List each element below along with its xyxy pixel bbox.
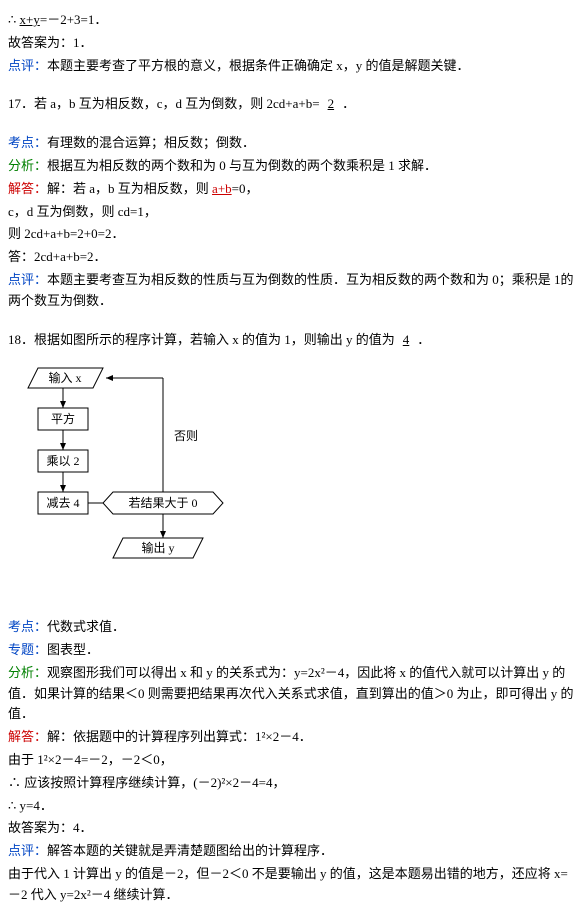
fc-square: 平方 <box>51 411 75 426</box>
line-eq: ∴ x+y=－2+3=1． <box>8 10 579 31</box>
fc-no: 否则 <box>174 429 198 443</box>
spacer <box>8 117 579 131</box>
dianping-18: 点评：解答本题的关键就是弄清楚题图给出的计算程序． <box>8 841 579 862</box>
fc-mul2: 乘以 2 <box>46 454 79 468</box>
label-dianping: 点评： <box>8 272 47 287</box>
fenxi-18: 分析：观察图形我们可以得出 x 和 y 的关系式为：y=2x²－4，因此将 x … <box>8 663 579 725</box>
answer-18: 4 <box>395 332 418 347</box>
fc-cond: 若结果大于 0 <box>128 496 197 510</box>
kaodian-18: 考点：代数式求值． <box>8 617 579 638</box>
label-kaodian: 考点： <box>8 619 47 634</box>
kaodian-17: 考点：有理数的混合运算；相反数；倒数． <box>8 133 579 154</box>
dianping-17: 点评：本题主要考查互为相反数的性质与互为倒数的性质．互为相反数的两个数和为 0；… <box>8 270 579 312</box>
step-17c: 答：2cd+a+b=2． <box>8 247 579 268</box>
label-dianping: 点评： <box>8 843 47 858</box>
note-18: 由于代入 1 计算出 y 的值是－2，但－2＜0 不是要输出 y 的值，这是本题… <box>8 864 579 906</box>
spacer <box>8 78 579 92</box>
fc-output: 输出 y <box>141 540 174 555</box>
jieda-17: 解答：解：若 a，b 互为相反数，则 a+b=0， <box>8 179 579 200</box>
label-jieda: 解答： <box>8 181 47 196</box>
jieda-18: 解答：解：依据题中的计算程序列出算式：1²×2－4． <box>8 727 579 748</box>
fenxi-17: 分析：根据互为相反数的两个数和为 0 与互为倒数的两个数乘积是 1 求解． <box>8 156 579 177</box>
label-jieda: 解答： <box>8 729 47 744</box>
spacer <box>8 314 579 328</box>
step-18a: 由于 1²×2－4=－2，－2＜0， <box>8 750 579 771</box>
label-comment: 点评： <box>8 58 47 73</box>
step-18c: ∴ y=4． <box>8 796 579 817</box>
zhuanti-18: 专题：图表型． <box>8 640 579 661</box>
label-fenxi: 分析： <box>8 158 47 173</box>
line-answer1: 故答案为：1． <box>8 33 579 54</box>
comment1: 点评：本题主要考查了平方根的意义，根据条件正确确定 x，y 的值是解题关键． <box>8 56 579 77</box>
label-zhuanti: 专题： <box>8 642 47 657</box>
flowchart-diagram: 输入 x 平方 乘以 2 减去 4 若结果大于 0 否则 输出 y <box>8 360 308 600</box>
question-17: 17．若 a，b 互为相反数，c，d 互为倒数，则 2cd+a+b=2． <box>8 94 579 115</box>
label-fenxi: 分析： <box>8 665 47 680</box>
fc-input: 输入 x <box>48 370 81 385</box>
fc-sub4: 减去 4 <box>46 496 79 510</box>
answer-17: 2 <box>320 96 343 111</box>
label-kaodian: 考点： <box>8 135 47 150</box>
step-18d: 故答案为：4． <box>8 818 579 839</box>
step-18b: ∴ 应该按照计算程序继续计算，(－2)²×2－4=4， <box>8 773 579 794</box>
step-17b: 则 2cd+a+b=2+0=2． <box>8 224 579 245</box>
question-18: 18．根据如图所示的程序计算，若输入 x 的值为 1，则输出 y 的值为4． <box>8 330 579 351</box>
step-17a: c，d 互为倒数，则 cd=1， <box>8 202 579 223</box>
